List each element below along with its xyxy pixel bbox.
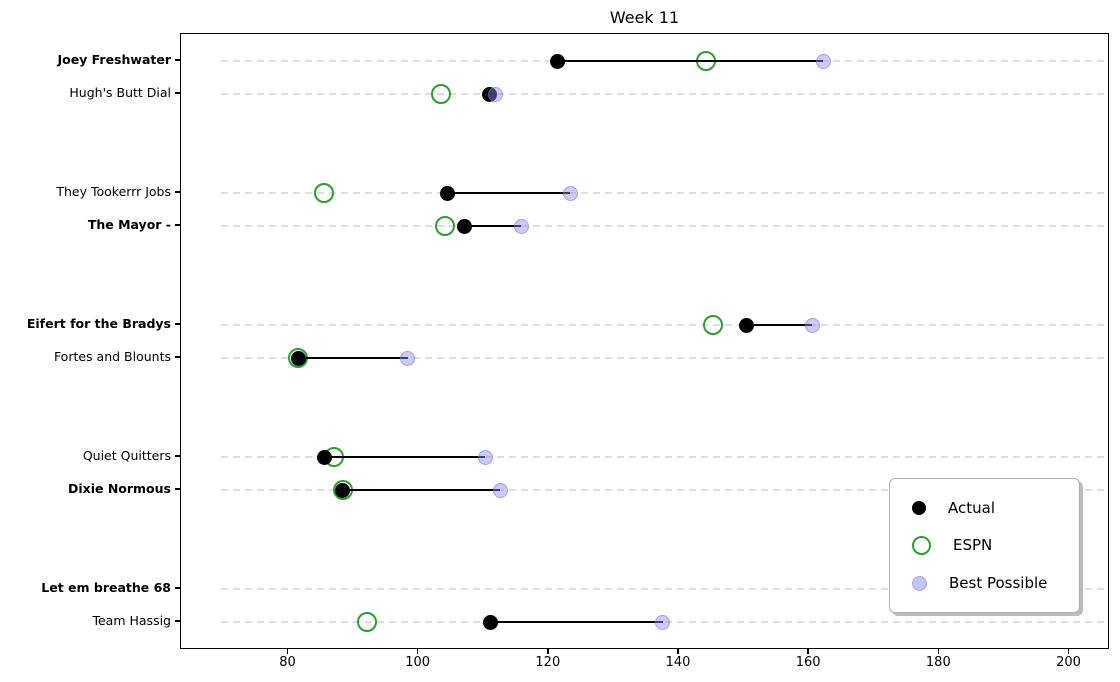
- team-label: Joey Freshwater: [57, 52, 171, 67]
- y-axis-tick: [175, 488, 180, 490]
- row-gridline: [221, 456, 1106, 458]
- best-possible-marker: [815, 53, 831, 69]
- actual-score-marker: [738, 317, 754, 333]
- legend-entry-actual: Actual: [912, 499, 1079, 517]
- team-label: Fortes and Blounts: [53, 349, 171, 364]
- actual-score-marker: [456, 218, 472, 234]
- legend-entry-espn: ESPN: [912, 535, 1079, 555]
- legend-entry-best: Best Possible: [912, 574, 1079, 592]
- x-axis-tick-label: 200: [1056, 655, 1081, 670]
- best-possible-marker: [492, 482, 508, 498]
- y-axis-tick: [175, 587, 180, 589]
- y-axis-tick: [175, 620, 180, 622]
- best-possible-marker: [487, 86, 503, 102]
- actual-to-best-line: [557, 59, 824, 63]
- actual-to-best-line: [490, 620, 663, 624]
- x-axis-tick: [1067, 649, 1070, 654]
- plot-area: [180, 33, 1109, 649]
- row-gridline: [221, 93, 1106, 95]
- team-label: Team Hassig: [92, 613, 171, 628]
- best-possible-marker: [513, 218, 529, 234]
- x-axis-tick-label: 140: [665, 655, 691, 670]
- actual-score-marker: [549, 53, 565, 69]
- row-gridline: [221, 588, 1106, 590]
- team-label: Dixie Normous: [67, 481, 171, 496]
- x-axis-tick: [807, 649, 809, 654]
- actual-to-best-line: [298, 356, 408, 360]
- y-axis-tick: [175, 323, 180, 325]
- actual-to-best-line: [324, 455, 486, 459]
- best-possible-marker: [655, 614, 671, 630]
- y-axis-tick: [175, 92, 180, 94]
- best-possible-marker: [400, 350, 416, 366]
- chart-title: Week 11: [609, 8, 680, 27]
- x-axis-tick: [937, 649, 940, 654]
- espn-projection-marker: [356, 612, 377, 632]
- row-gridline: [221, 192, 1106, 194]
- actual-to-best-line: [746, 323, 813, 327]
- x-axis-tick: [677, 649, 679, 654]
- actual-to-best-line: [447, 191, 571, 195]
- actual-score-marker: [290, 350, 306, 366]
- actual-to-best-line: [342, 488, 501, 492]
- x-axis-tick: [416, 649, 419, 654]
- actual-dot-icon: [912, 500, 926, 515]
- espn-projection-marker: [702, 315, 723, 335]
- team-label: The Mayor -: [87, 217, 171, 232]
- y-axis-tick: [175, 356, 180, 358]
- best-possible-dot-icon: [912, 575, 927, 591]
- row-gridline: [221, 225, 1106, 227]
- actual-score-marker: [317, 449, 333, 465]
- legend: Actual ESPN Best Possible: [889, 478, 1080, 613]
- espn-projection-marker: [314, 183, 335, 203]
- x-axis-tick-label: 100: [405, 655, 431, 670]
- legend-label-espn: ESPN: [953, 536, 993, 555]
- x-axis-tick-label: 120: [535, 655, 561, 670]
- legend-label-best: Best Possible: [949, 574, 1048, 593]
- best-possible-marker: [477, 449, 493, 465]
- x-axis-tick-label: 180: [925, 655, 951, 670]
- y-axis-tick: [175, 191, 180, 193]
- espn-projection-marker: [430, 84, 451, 104]
- actual-score-marker: [439, 185, 455, 201]
- team-label: Eifert for the Bradys: [26, 316, 171, 331]
- row-gridline: [221, 324, 1106, 326]
- x-axis-tick-label: 160: [795, 655, 821, 670]
- actual-score-marker: [482, 614, 498, 630]
- best-possible-marker: [562, 185, 578, 201]
- y-axis-tick: [175, 224, 180, 226]
- actual-score-marker: [335, 482, 351, 498]
- team-label: Quiet Quitters: [82, 448, 171, 463]
- team-label: They Tookerrr Jobs: [56, 184, 171, 199]
- row-gridline: [221, 357, 1106, 359]
- y-axis-tick: [175, 59, 180, 61]
- espn-ring-icon: [912, 535, 931, 555]
- legend-label-actual: Actual: [948, 498, 995, 517]
- y-axis-tick: [175, 455, 180, 457]
- team-label: Let em breathe 68: [41, 580, 171, 595]
- actual-to-best-line: [464, 224, 522, 228]
- x-axis-tick-label: 80: [279, 655, 296, 670]
- espn-projection-marker: [435, 216, 456, 236]
- x-axis-tick: [286, 649, 289, 654]
- row-gridline: [221, 489, 1106, 491]
- x-axis-tick: [547, 649, 549, 654]
- team-label: Hugh's Butt Dial: [69, 85, 171, 100]
- best-possible-marker: [804, 317, 820, 333]
